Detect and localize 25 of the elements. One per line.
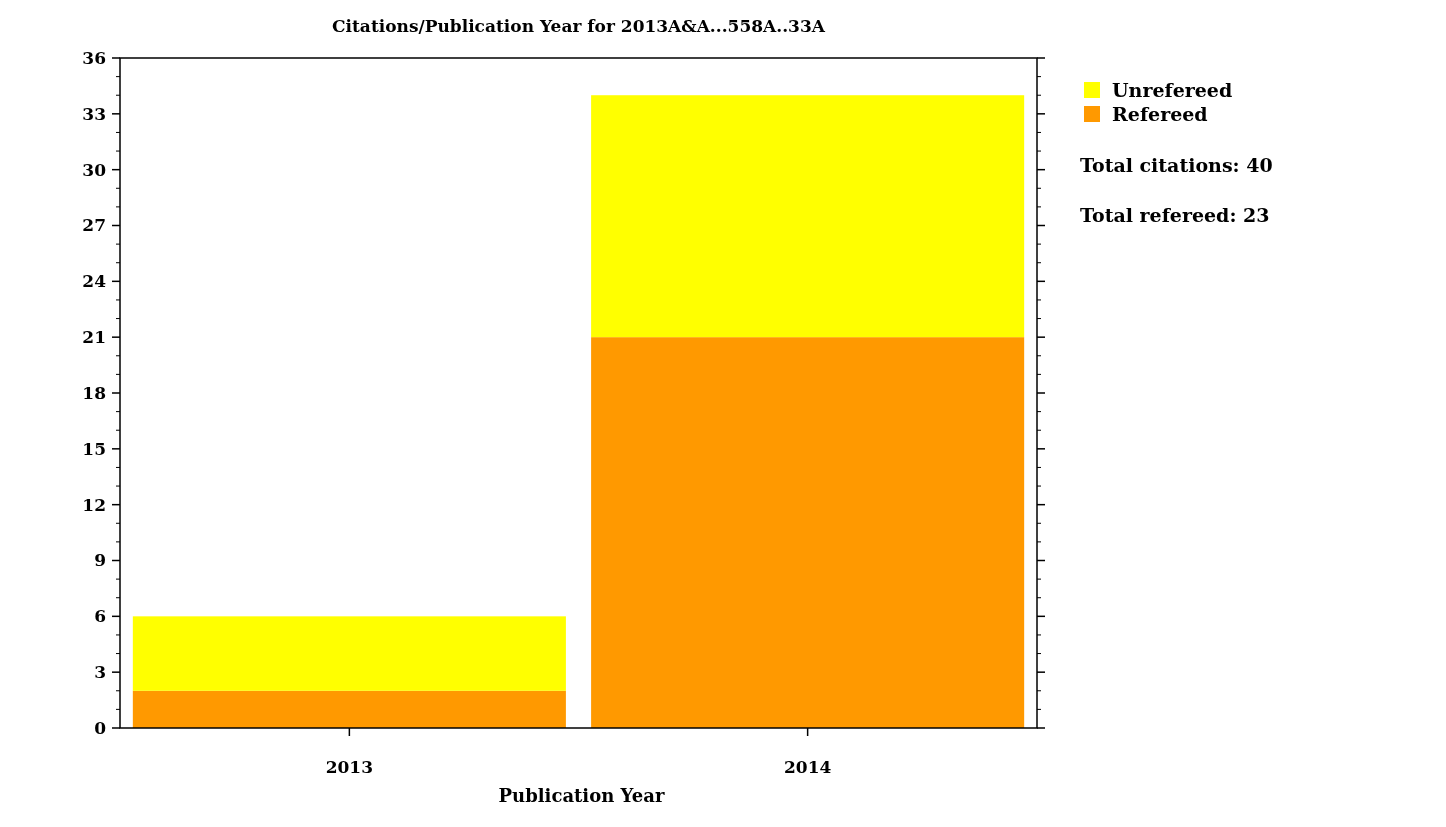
y-tick-label: 30 (82, 159, 107, 180)
bar (132, 616, 566, 691)
bar (591, 95, 1025, 338)
y-tick-label: 6 (94, 606, 106, 627)
y-tick-label: 0 (94, 717, 107, 738)
y-tick-label: 33 (82, 103, 106, 124)
y-tick-label: 9 (94, 550, 106, 571)
y-tick-label: 24 (82, 271, 107, 292)
legend-label: Refereed (1112, 102, 1208, 125)
y-tick-label: 3 (94, 662, 106, 683)
y-tick-label: 36 (82, 47, 106, 68)
x-axis-title: Publication Year (498, 785, 665, 806)
bar (132, 690, 566, 728)
y-tick-label: 15 (82, 438, 106, 459)
legend-label: Unrefereed (1112, 78, 1233, 101)
bar (591, 337, 1025, 728)
y-tick-label: 21 (82, 327, 106, 348)
chart-title: Citations/Publication Year for 2013A&A...558A..33A (332, 16, 826, 36)
y-tick-label: 12 (82, 494, 106, 515)
y-tick-label: 18 (82, 382, 106, 403)
x-tick-label: 2013 (325, 757, 374, 777)
x-tick-label: 2014 (783, 757, 832, 777)
text: Total refereed: 23 (1080, 204, 1270, 226)
text: Total citations: 40 (1080, 154, 1273, 176)
y-tick-label: 27 (82, 215, 106, 236)
